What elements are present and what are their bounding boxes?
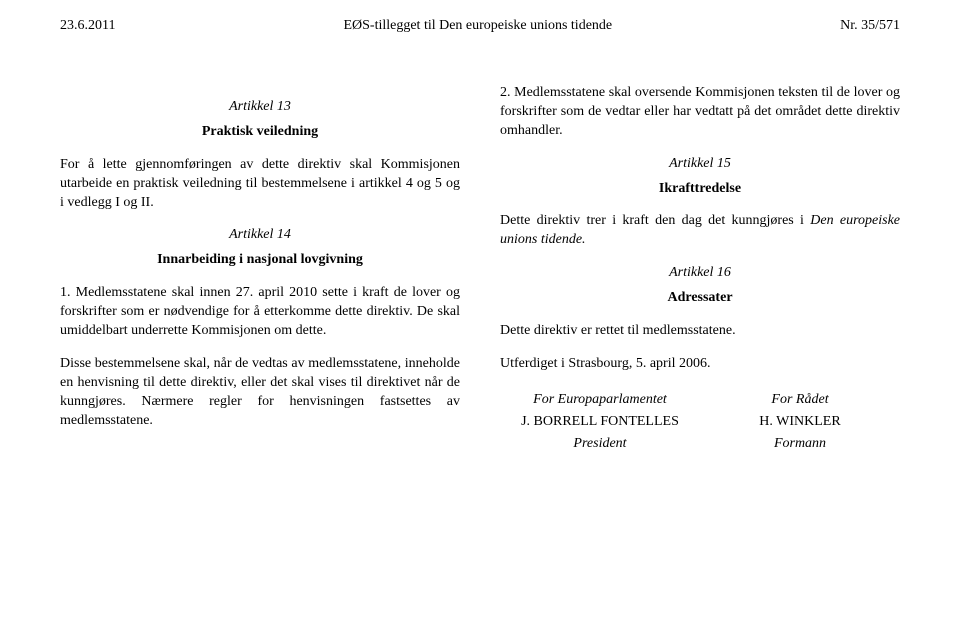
signature-left: For Europaparlamentet J. BORRELL FONTELL… (500, 388, 700, 457)
article-16-subheading: Adressater (500, 289, 900, 308)
header-page-number: Nr. 35/571 (840, 18, 900, 34)
article-15-paragraph: Dette direktiv trer i kraft den dag det … (500, 212, 900, 250)
article-14-heading: Artikkel 14 (60, 226, 460, 245)
page: 23.6.2011 EØS-tillegget til Den europeis… (0, 0, 960, 456)
article-13-paragraph: For å lette gjennomføringen av dette dir… (60, 156, 460, 213)
article-14-paragraph-2-num: 2. Medlemsstatene skal oversende Kommisj… (500, 84, 900, 141)
article-15-text: Dette direktiv trer i kraft den dag det … (500, 213, 810, 228)
page-header: 23.6.2011 EØS-tillegget til Den europeis… (60, 18, 900, 34)
article-15-subheading: Ikrafttredelse (500, 180, 900, 199)
sig-right-name: H. WINKLER (700, 413, 900, 432)
sig-right-role: Formann (700, 435, 900, 454)
article-14-subheading: Innarbeiding i nasjonal lovgivning (60, 251, 460, 270)
article-13-subheading: Praktisk veiledning (60, 123, 460, 142)
article-16-heading: Artikkel 16 (500, 264, 900, 283)
article-14-paragraph-1: 1. Medlemsstatene skal innen 27. april 2… (60, 284, 460, 341)
signature-block: For Europaparlamentet J. BORRELL FONTELL… (500, 388, 900, 457)
sig-left-role: President (500, 435, 700, 454)
sig-left-name: J. BORRELL FONTELLES (500, 413, 700, 432)
article-14-paragraph-2: Disse bestemmelsene skal, når de vedtas … (60, 355, 460, 431)
done-at: Utferdiget i Strasbourg, 5. april 2006. (500, 355, 900, 374)
sig-left-for: For Europaparlamentet (500, 391, 700, 410)
header-date: 23.6.2011 (60, 18, 115, 34)
signature-right: For Rådet H. WINKLER Formann (700, 388, 900, 457)
left-column: Artikkel 13 Praktisk veiledning For å le… (60, 84, 460, 456)
right-column: 2. Medlemsstatene skal oversende Kommisj… (500, 84, 900, 456)
header-title: EØS-tillegget til Den europeiske unions … (343, 18, 612, 34)
content-columns: Artikkel 13 Praktisk veiledning For å le… (60, 84, 900, 456)
article-13-heading: Artikkel 13 (60, 98, 460, 117)
article-16-paragraph: Dette direktiv er rettet til medlemsstat… (500, 322, 900, 341)
article-15-heading: Artikkel 15 (500, 155, 900, 174)
sig-right-for: For Rådet (700, 391, 900, 410)
